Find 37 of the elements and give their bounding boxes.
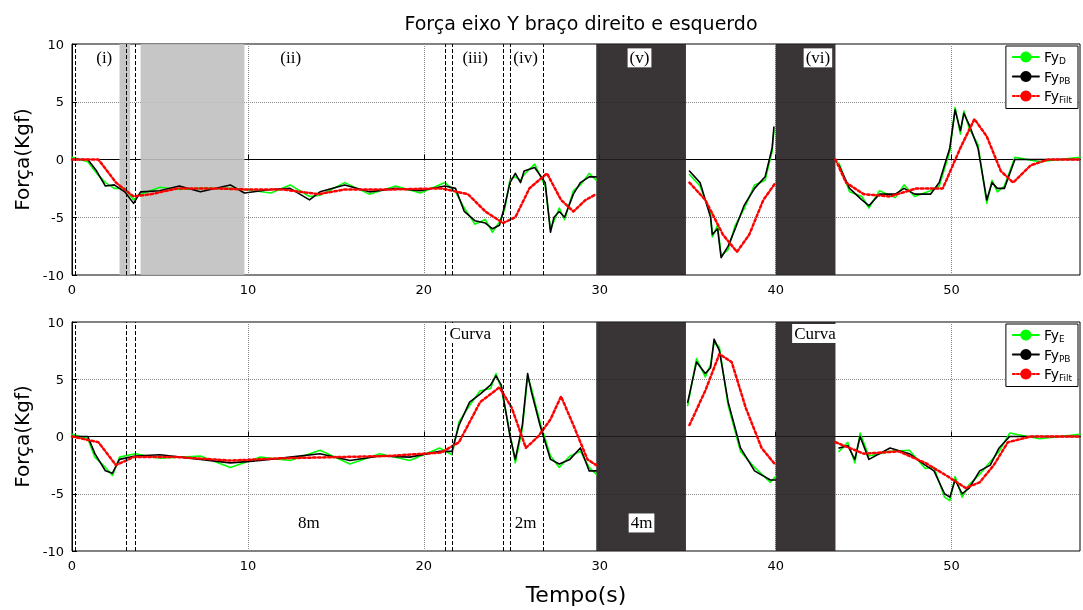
x-tick-label: 10	[239, 282, 257, 297]
annotation: 8m	[298, 513, 320, 533]
x-tick-label: 0	[67, 282, 77, 297]
y-tick-label: 0	[55, 429, 64, 444]
annotation: 2m	[514, 513, 537, 533]
y-axis-title: Força(Kgf)	[9, 385, 34, 488]
x-axis-title: Tempo(s)	[524, 581, 627, 607]
x-tick-label: 20	[415, 558, 433, 573]
y-tick-label: 0	[55, 152, 64, 167]
y-tick-label: -10	[42, 543, 64, 559]
chart-title: Força eixo Y braço direito e esquerdo	[404, 11, 758, 34]
annotation: (iv)	[513, 48, 538, 68]
y-tick-label: 10	[47, 314, 64, 330]
annotation: 4m	[630, 513, 653, 533]
x-tick-label: 20	[415, 282, 433, 297]
annotation: (i)	[96, 48, 113, 68]
annotation: (iii)	[462, 48, 488, 68]
annotation: Curva	[794, 324, 837, 344]
y-tick-label: 5	[55, 94, 64, 110]
x-tick-label: 30	[591, 558, 609, 573]
x-tick-label: 40	[767, 282, 784, 297]
y-tick-label: -5	[51, 209, 64, 225]
annotation: (v)	[629, 48, 650, 68]
annotation: (ii)	[280, 48, 302, 68]
annotation: (vi)	[805, 48, 831, 68]
y-tick-label: -5	[51, 486, 64, 502]
x-tick-label: 50	[943, 282, 960, 297]
x-tick-label: 50	[943, 558, 960, 573]
x-tick-label: 0	[67, 558, 77, 573]
y-axis-title: Força(Kgf)	[9, 108, 34, 211]
annotation: Curva	[449, 324, 492, 344]
y-tick-label: 10	[47, 36, 64, 52]
y-tick-label: 5	[55, 371, 64, 387]
x-tick-label: 30	[591, 282, 609, 297]
x-tick-label: 10	[239, 558, 257, 573]
y-tick-label: -10	[42, 267, 64, 283]
x-tick-label: 40	[767, 558, 784, 573]
